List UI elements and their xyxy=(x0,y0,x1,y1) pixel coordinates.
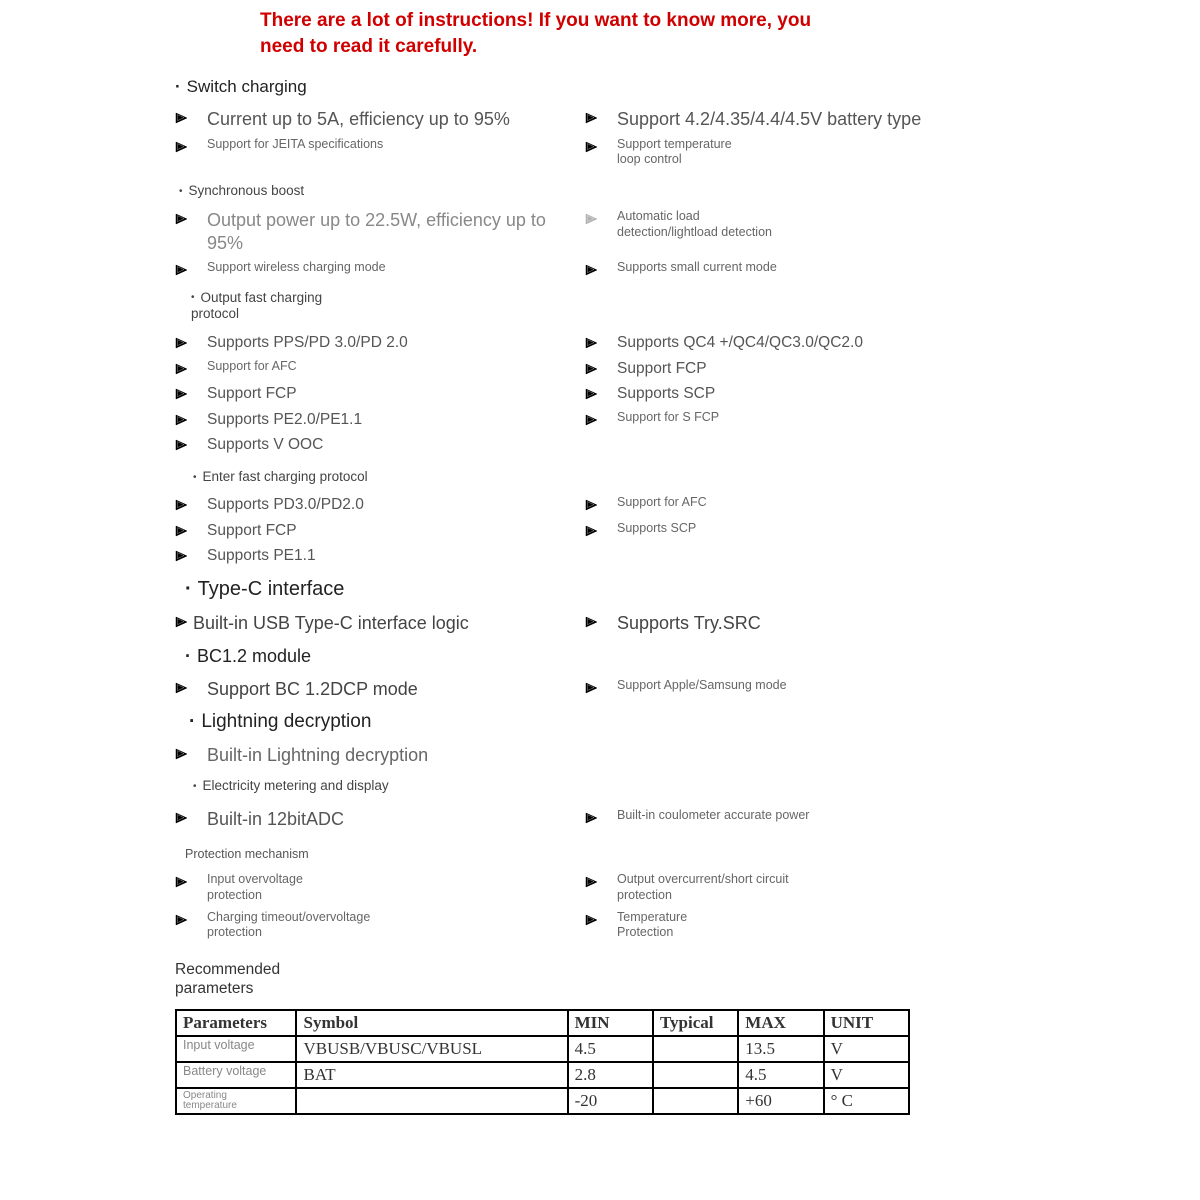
feature-item: Supports QC4 +/QC4/QC3.0/QC2.0 xyxy=(585,332,1040,353)
arrow-icon xyxy=(585,336,599,350)
arrow-icon xyxy=(585,263,599,277)
feature-item: Supports V OOC xyxy=(175,434,585,455)
feature-item: Supports Try.SRC xyxy=(585,611,1040,636)
arrow-icon xyxy=(585,498,599,512)
arrow-icon xyxy=(175,811,189,825)
warning-text: There are a lot of instructions! If you … xyxy=(260,8,820,59)
feature-item: Supports PD3.0/PD2.0 xyxy=(175,494,585,515)
feature-item: Built-in 12bitADC xyxy=(175,807,585,832)
heading-sync-boost: Synchronous boost xyxy=(179,183,1040,198)
feature-item: Supports small current mode xyxy=(585,259,1040,278)
feature-item: Charging timeout/overvoltage protection xyxy=(175,909,585,942)
feature-item: Support for AFC xyxy=(585,494,1040,515)
table-header-row: ParametersSymbolMINTypicalMAXUNIT xyxy=(176,1010,909,1036)
heading-switch-charging: Switch charging xyxy=(175,77,1040,97)
feature-item: Automatic load detection/lightload detec… xyxy=(585,208,1040,255)
feature-item: Supports PPS/PD 3.0/PD 2.0 xyxy=(175,332,585,353)
arrow-icon xyxy=(585,362,599,376)
arrow-icon xyxy=(585,875,599,889)
heading-protect: Protection mechanism xyxy=(185,847,1040,861)
feature-item: Support FCP xyxy=(175,383,585,404)
arrow-icon xyxy=(175,263,189,277)
heading-bc12: BC1.2 module xyxy=(185,646,1040,667)
feature-item: Input overvoltage protection xyxy=(175,871,585,904)
arrow-icon xyxy=(175,498,189,512)
heading-out-fast: Output fast charging protocol xyxy=(191,290,341,322)
feature-item: Support BC 1.2DCP mode xyxy=(175,677,585,702)
arrow-icon xyxy=(175,875,189,889)
feature-item: Support for JEITA specifications xyxy=(175,136,585,169)
heading-lightning: Lightning decryption xyxy=(189,711,1040,733)
table-row: Input voltage VBUSB/VBUSC/VBUSL4.513.5V xyxy=(176,1036,909,1062)
table-row: Operating temperature -20+60° C xyxy=(176,1088,909,1114)
arrow-icon xyxy=(175,438,189,452)
feature-item: Output power up to 22.5W, efficiency up … xyxy=(175,208,585,255)
arrow-icon xyxy=(175,140,189,154)
arrow-icon xyxy=(175,362,189,376)
feature-item: Supports SCP xyxy=(585,383,1040,404)
feature-item: Supports SCP xyxy=(585,520,1040,541)
parameters-table: ParametersSymbolMINTypicalMAXUNIT Input … xyxy=(175,1009,910,1115)
arrow-icon xyxy=(175,747,189,761)
feature-item: Support temperature loop control xyxy=(585,136,1040,169)
arrow-icon xyxy=(175,387,189,401)
arrow-icon xyxy=(585,913,599,927)
heading-in-fast: Enter fast charging protocol xyxy=(193,469,1040,484)
arrow-icon xyxy=(175,413,189,427)
arrow-icon xyxy=(175,549,189,563)
arrow-icon xyxy=(585,811,599,825)
feature-item: Support for AFC xyxy=(175,358,585,379)
heading-reco-params: Recommended parameters xyxy=(175,960,275,999)
arrow-icon xyxy=(585,212,599,226)
feature-item: Support FCP xyxy=(585,358,1040,379)
feature-item: Built-in Lightning decryption xyxy=(175,743,585,768)
arrow-icon xyxy=(585,681,599,695)
arrow-icon xyxy=(585,140,599,154)
feature-item: Support 4.2/4.35/4.4/4.5V battery type xyxy=(585,107,1040,132)
arrow-icon xyxy=(585,387,599,401)
arrow-icon xyxy=(175,212,189,226)
feature-item: Support Apple/Samsung mode xyxy=(585,677,1040,702)
arrow-icon xyxy=(585,524,599,538)
arrow-icon xyxy=(175,111,189,125)
feature-item: Built-in USB Type-C interface logic xyxy=(175,611,585,636)
table-row: Battery voltage BAT2.84.5V xyxy=(176,1062,909,1088)
arrow-icon xyxy=(585,111,599,125)
heading-meter: Electricity metering and display xyxy=(193,778,1040,793)
arrow-icon xyxy=(175,681,189,695)
arrow-icon xyxy=(175,913,189,927)
feature-item: Built-in coulometer accurate power xyxy=(585,807,1040,832)
feature-item: Current up to 5A, efficiency up to 95% xyxy=(175,107,585,132)
feature-item: Support FCP xyxy=(175,520,585,541)
feature-item: Output overcurrent/short circuit protect… xyxy=(585,871,1040,904)
arrow-icon xyxy=(175,336,189,350)
feature-item: Supports PE2.0/PE1.1 xyxy=(175,409,585,430)
arrow-icon xyxy=(175,615,189,629)
arrow-icon xyxy=(585,413,599,427)
feature-item: Support wireless charging mode xyxy=(175,259,585,278)
feature-item: Support for S FCP xyxy=(585,409,1040,430)
arrow-icon xyxy=(175,524,189,538)
heading-typec: Type-C interface xyxy=(185,578,1040,601)
feature-item: Temperature Protection xyxy=(585,909,1040,942)
feature-item: Supports PE1.1 xyxy=(175,545,585,566)
arrow-icon xyxy=(585,615,599,629)
